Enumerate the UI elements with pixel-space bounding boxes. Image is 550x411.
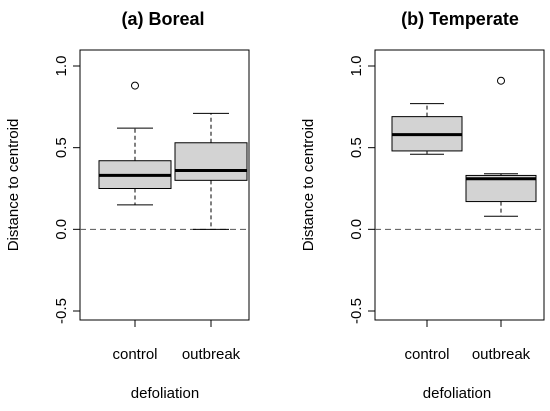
y-tick-label: -0.5 — [348, 298, 365, 324]
x-tick-label: control — [404, 346, 449, 363]
y-tick-label: 0.5 — [53, 137, 70, 158]
box-outbreak — [174, 112, 248, 230]
box-control — [391, 103, 463, 155]
x-tick-label: outbreak — [472, 346, 531, 363]
y-axis-label: Distance to centroid — [5, 119, 22, 252]
y-tick-label: 0.5 — [348, 137, 365, 158]
x-axis-label: defoliation — [423, 385, 491, 402]
box-control — [98, 81, 172, 206]
box-iqr — [174, 142, 248, 181]
plot-frame — [79, 49, 250, 321]
y-tick-label: -0.5 — [53, 298, 70, 324]
y-tick-label: 0.0 — [53, 219, 70, 240]
x-axis-label: defoliation — [131, 385, 199, 402]
chart-panel-b: (b) Temperate -0.5 0.0 0.5 1.0 Distance to ce… — [300, 9, 545, 402]
chart-title: (a) Boreal — [121, 9, 204, 29]
x-tick-label: outbreak — [182, 346, 241, 363]
outlier-point — [131, 81, 139, 90]
y-tick-label: 1.0 — [348, 56, 365, 77]
plot-frame — [374, 49, 545, 321]
y-tick-label: 1.0 — [53, 56, 70, 77]
y-axis-label: Distance to centroid — [300, 119, 317, 252]
box-outbreak — [465, 76, 537, 217]
x-tick-label: control — [112, 346, 157, 363]
chart-title: (b) Temperate — [401, 9, 519, 29]
y-tick-label: 0.0 — [348, 219, 365, 240]
chart-panel-a: (a) Boreal -0.5 0.0 0.5 1.0 Distance to centr… — [5, 9, 250, 402]
outlier-point — [497, 76, 505, 85]
